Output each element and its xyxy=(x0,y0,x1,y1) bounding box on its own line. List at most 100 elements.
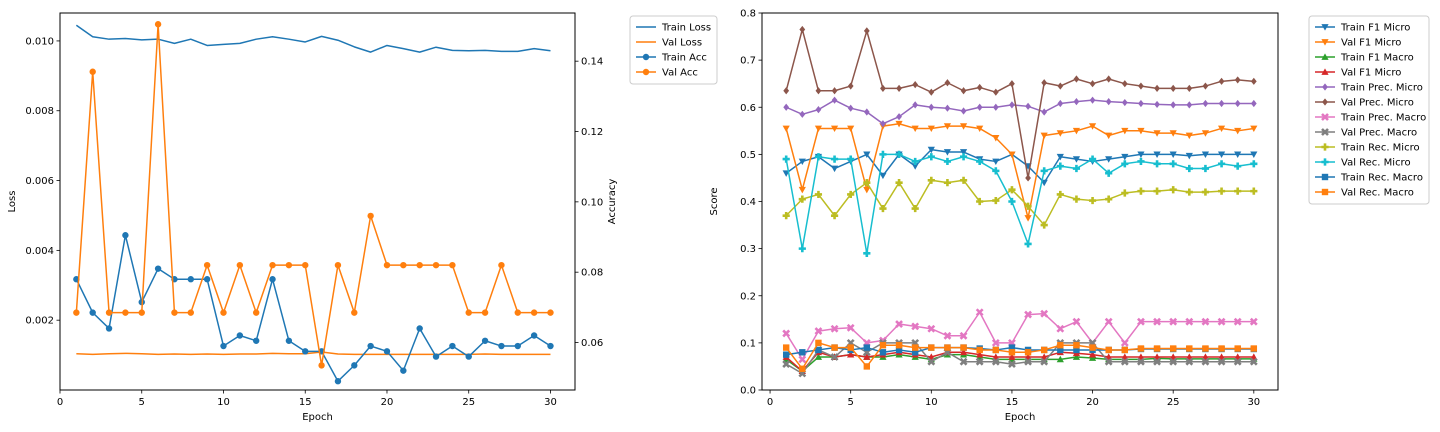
data-point-train-acc xyxy=(481,337,489,344)
data-point-train-prec-micro xyxy=(1105,97,1112,106)
data-point-val-rec-micro xyxy=(1217,160,1226,168)
data-point-train-f1-micro xyxy=(1201,151,1210,158)
legend-item-train-prec-micro: Train Prec. Micro xyxy=(1315,83,1423,94)
data-point-train-f1-micro xyxy=(863,151,871,158)
data-point-val-rec-macro xyxy=(879,342,887,349)
data-point-train-prec-micro xyxy=(1041,108,1048,116)
data-point-train-rec-macro xyxy=(863,344,871,351)
legend-marker xyxy=(1321,53,1329,60)
data-point-train-prec-micro xyxy=(831,96,838,104)
legend-label: Train Prec. Macro xyxy=(1340,113,1426,124)
data-point-val-acc xyxy=(351,309,358,316)
legend-item-train-f1-micro: Train F1 Micro xyxy=(1315,23,1410,34)
right-legend: Train F1 Micro Val F1 Micro Train F1 Macro… xyxy=(1308,15,1430,205)
x-tick-label: 25 xyxy=(1167,397,1180,408)
data-point-val-prec-micro xyxy=(1234,76,1241,84)
data-point-train-rec-micro xyxy=(1088,196,1097,205)
data-point-train-acc xyxy=(416,325,423,332)
y-tick-label: 0.6 xyxy=(740,103,756,114)
data-point-val-rec-micro xyxy=(1040,167,1048,175)
data-point-val-f1-micro xyxy=(798,186,806,194)
data-point-val-acc xyxy=(383,261,391,269)
data-point-train-prec-macro xyxy=(846,323,855,332)
data-point-val-prec-micro xyxy=(944,79,951,87)
data-point-train-f1-micro xyxy=(1105,156,1113,163)
data-point-val-acc xyxy=(236,261,244,269)
data-point-train-prec-macro xyxy=(1104,317,1113,326)
data-point-val-rec-macro xyxy=(1137,345,1145,352)
data-point-train-prec-micro xyxy=(880,120,886,128)
data-point-val-prec-micro xyxy=(896,84,902,92)
data-point-val-rec-macro xyxy=(1121,346,1129,354)
legend-label: Val Rec. Micro xyxy=(1341,158,1411,169)
data-point-val-rec-macro xyxy=(1234,345,1241,352)
score-metrics-plot-area xyxy=(782,25,1258,378)
right-x-ticks: 0 5 10 15 20 25 30 xyxy=(767,390,1260,408)
legend-label: Val Acc xyxy=(662,68,698,79)
data-point-val-acc xyxy=(465,309,472,316)
data-point-val-prec-micro xyxy=(1057,82,1064,90)
data-point-train-acc xyxy=(269,276,276,283)
data-point-val-prec-macro xyxy=(1201,357,1210,366)
data-point-val-prec-micro xyxy=(1073,75,1080,83)
data-point-val-rec-macro xyxy=(831,344,838,351)
data-point-val-prec-macro xyxy=(959,357,968,366)
data-point-train-prec-micro xyxy=(944,104,951,112)
data-point-val-prec-micro xyxy=(1202,82,1209,90)
series-val-rec-macro xyxy=(782,339,1258,372)
y2-tick-label: 0.14 xyxy=(581,57,603,68)
data-point-train-rec-micro xyxy=(1072,195,1081,203)
legend-item-train-rec-micro: Train Rec. Micro xyxy=(1315,143,1420,154)
data-point-val-rec-macro xyxy=(960,344,967,351)
data-point-val-f1-micro xyxy=(911,125,919,133)
data-point-train-acc xyxy=(89,309,96,316)
data-point-train-f1-micro xyxy=(1121,153,1129,161)
legend-marker xyxy=(642,53,650,61)
data-point-train-prec-macro xyxy=(991,338,1000,347)
data-point-val-acc xyxy=(89,68,96,75)
data-point-train-rec-micro xyxy=(814,190,823,199)
data-point-val-rec-micro xyxy=(1056,162,1064,170)
data-point-train-prec-micro xyxy=(1250,99,1257,108)
data-point-train-f1-macro xyxy=(1072,353,1081,360)
data-point-train-f1-micro xyxy=(943,149,952,156)
data-point-val-prec-macro xyxy=(1153,357,1161,366)
data-point-val-rec-macro xyxy=(1169,345,1177,352)
data-point-train-prec-macro xyxy=(1153,317,1161,326)
data-point-val-acc xyxy=(73,309,80,316)
data-point-val-rec-macro xyxy=(928,344,935,351)
data-point-train-rec-macro xyxy=(1057,346,1064,354)
data-point-train-acc xyxy=(252,337,260,344)
data-point-val-rec-macro xyxy=(1057,342,1064,349)
legend-label: Val Prec. Micro xyxy=(1341,98,1414,109)
data-point-val-rec-micro xyxy=(798,245,806,253)
data-point-val-prec-micro xyxy=(1154,84,1160,92)
right-y-axis-label: Score xyxy=(709,187,720,215)
legend-item-val-prec-micro: Val Prec. Micro xyxy=(1315,98,1414,109)
data-point-val-prec-micro xyxy=(1025,174,1031,182)
x-tick-label: 15 xyxy=(1006,397,1019,408)
data-point-val-rec-micro xyxy=(959,153,968,161)
data-point-val-prec-macro xyxy=(1024,357,1032,366)
data-point-val-rec-micro xyxy=(1088,155,1097,163)
data-point-val-rec-micro xyxy=(814,153,823,161)
data-point-val-rec-micro xyxy=(847,155,855,163)
data-point-train-acc xyxy=(498,342,505,350)
data-point-val-acc xyxy=(416,261,423,269)
data-point-train-acc xyxy=(449,342,456,350)
data-point-train-prec-micro xyxy=(1121,98,1128,107)
data-point-val-acc xyxy=(498,261,505,269)
loss-accuracy-plot-area xyxy=(73,21,554,385)
right-x-axis-label: Epoch xyxy=(1005,412,1036,423)
data-point-val-f1-micro xyxy=(1121,127,1129,135)
data-point-train-f1-micro xyxy=(911,163,919,170)
y-tick-label: 0.3 xyxy=(740,244,756,255)
data-point-val-rec-macro xyxy=(1250,345,1258,352)
legend-marker xyxy=(1321,143,1329,151)
data-point-val-prec-micro xyxy=(799,25,806,34)
data-point-val-acc xyxy=(432,261,440,269)
data-point-train-prec-macro xyxy=(1217,317,1226,326)
data-point-train-acc xyxy=(285,337,293,344)
legend-box xyxy=(629,15,718,85)
data-point-train-acc xyxy=(530,332,538,339)
